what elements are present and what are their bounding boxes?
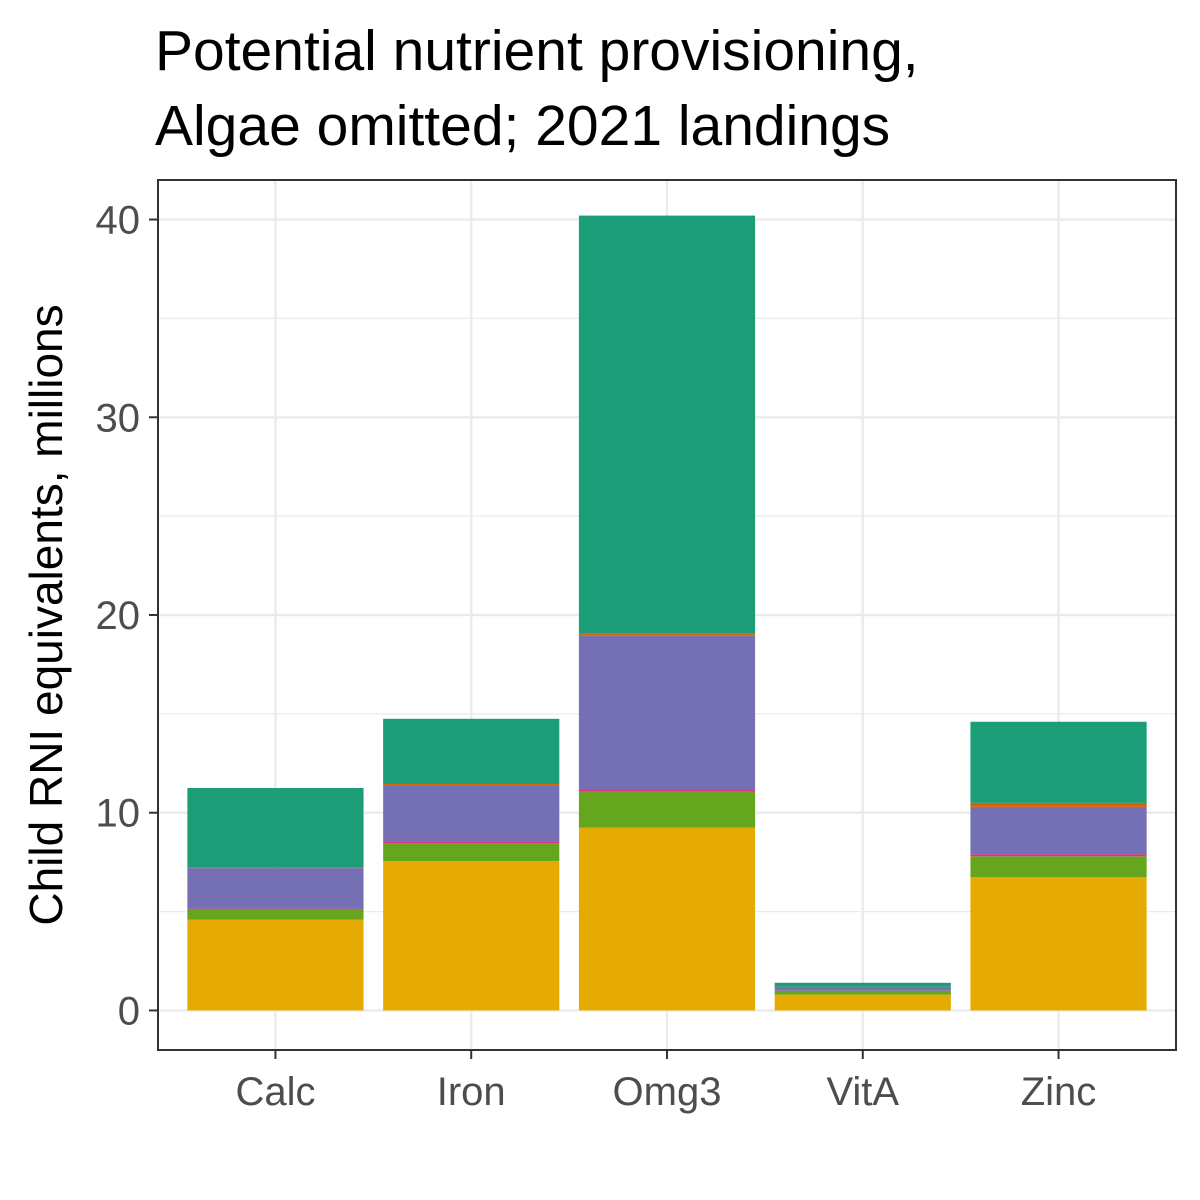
y-tick-label: 10 xyxy=(96,792,141,836)
bar-segment xyxy=(578,789,756,791)
x-tick-label: Zinc xyxy=(1021,1070,1097,1114)
bar-segment xyxy=(383,841,560,844)
chart-subtitle: Algae omitted; 2021 landings xyxy=(155,94,890,158)
bar-segment xyxy=(383,861,560,1011)
bar-segment xyxy=(187,867,364,869)
bar-segment xyxy=(578,215,756,634)
bar-segment xyxy=(774,982,951,987)
bar-segment xyxy=(970,854,1147,857)
y-axis-title: Child RNI equivalents, millions xyxy=(20,304,72,925)
bar-segment xyxy=(774,990,951,995)
bar-segment xyxy=(383,718,560,785)
bar-segment xyxy=(970,856,1147,877)
bar-segment xyxy=(187,908,364,910)
bar-segment xyxy=(578,827,756,1011)
y-tick-label: 40 xyxy=(96,199,141,243)
x-tick-label: Iron xyxy=(437,1070,506,1114)
y-tick-label: 30 xyxy=(96,396,141,440)
bar-segment xyxy=(383,784,560,786)
bar-segment xyxy=(774,986,951,991)
x-tick-label: Omg3 xyxy=(613,1070,722,1114)
bar-segment xyxy=(383,843,560,862)
bars xyxy=(187,215,1147,1011)
y-tick-label: 20 xyxy=(96,594,141,638)
chart-title: Potential nutrient provisioning, xyxy=(155,19,919,83)
bar-segment xyxy=(187,788,364,868)
bar-segment xyxy=(970,721,1147,803)
y-axis: 0 10 20 30 40 xyxy=(96,199,158,1033)
x-tick-label: Calc xyxy=(235,1070,315,1114)
bar-segment xyxy=(970,802,1147,807)
bar-segment xyxy=(187,919,364,1011)
bar-segment xyxy=(578,633,756,636)
bar-segment xyxy=(383,785,560,842)
bar-segment xyxy=(187,909,364,920)
bar-segment xyxy=(970,806,1147,855)
bar-segment xyxy=(578,790,756,828)
bar-segment xyxy=(187,868,364,909)
bar-segment xyxy=(578,635,756,790)
bar-segment xyxy=(774,994,951,1011)
y-tick-label: 0 xyxy=(118,989,140,1033)
x-axis: Calc Iron Omg3 VitA Zinc xyxy=(235,1050,1096,1114)
x-tick-label: VitA xyxy=(826,1070,899,1114)
bar-segment xyxy=(970,876,1147,1011)
